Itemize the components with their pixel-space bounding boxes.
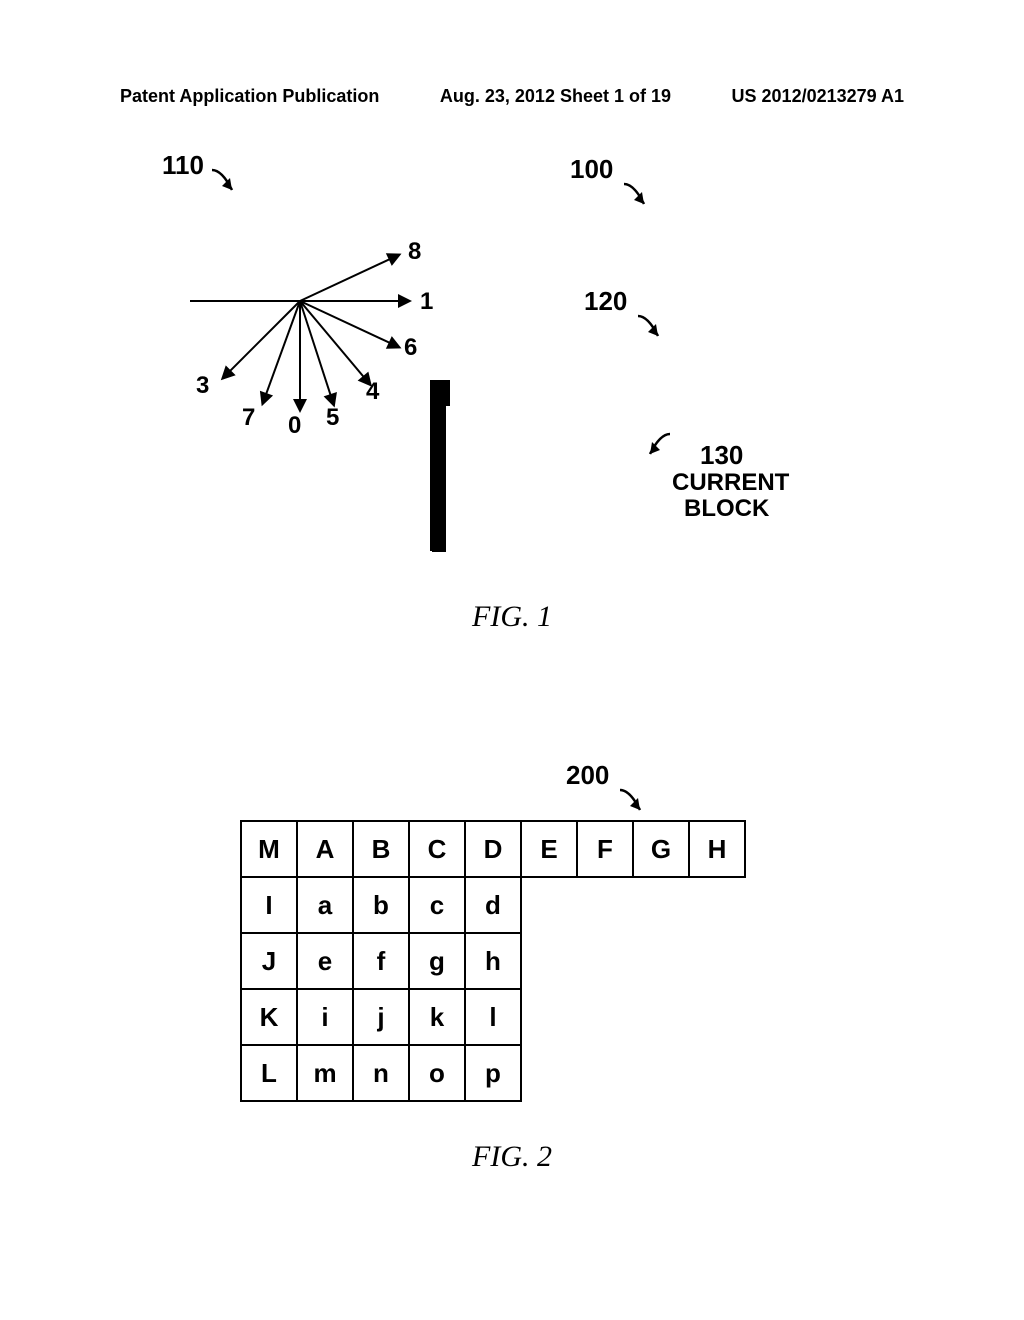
block-grid (430, 380, 450, 406)
cell: i (297, 989, 353, 1045)
cell: A (297, 821, 353, 877)
cell: l (465, 989, 521, 1045)
cell: D (465, 821, 521, 877)
current-block-label: CURRENT BLOCK (672, 470, 789, 523)
fig2-table: M A B C D E F G H I a b c d J e f g h K (240, 820, 746, 1102)
cell: g (409, 933, 465, 989)
arm-6-label: 6 (404, 334, 417, 362)
cell: E (521, 821, 577, 877)
cell: a (297, 877, 353, 933)
cell: p (465, 1045, 521, 1101)
arm-6 (300, 300, 401, 348)
cell: M (241, 821, 297, 877)
arm-3 (222, 300, 301, 379)
cell: h (465, 933, 521, 989)
cell: d (465, 877, 521, 933)
cell: C (409, 821, 465, 877)
table-row: K i j k l (241, 989, 745, 1045)
ref-100-pointer (620, 180, 650, 210)
cell: I (241, 877, 297, 933)
ref-200-pointer (616, 786, 646, 816)
cell: f (353, 933, 409, 989)
fig2-caption: FIG. 2 (0, 1140, 1024, 1174)
arm-8 (300, 254, 401, 302)
cell: m (297, 1045, 353, 1101)
arm-1-label: 1 (420, 288, 433, 316)
ref-110: 110 (162, 150, 204, 181)
arm-0-label: 0 (288, 412, 301, 440)
arm-1 (300, 300, 410, 302)
cell: b (353, 877, 409, 933)
arm-5-label: 5 (326, 404, 339, 432)
cell: c (409, 877, 465, 933)
table-row: M A B C D E F G H (241, 821, 745, 877)
ref-200: 200 (566, 760, 609, 791)
arm-7 (261, 301, 301, 405)
ref-130-pointer (644, 430, 674, 460)
cell: k (409, 989, 465, 1045)
cell: j (353, 989, 409, 1045)
block-grid-body (430, 404, 446, 552)
ref-120-pointer (634, 312, 664, 342)
table-row: J e f g h (241, 933, 745, 989)
figure-2: 200 M A B C D E F G H I a b c d J e f g (240, 760, 800, 1140)
header-left: Patent Application Publication (120, 86, 379, 107)
arm-4 (299, 300, 371, 386)
ref-130: 130 (700, 440, 743, 471)
cell: F (577, 821, 633, 877)
cell: L (241, 1045, 297, 1101)
cell: G (633, 821, 689, 877)
fig1-caption: FIG. 1 (0, 600, 1024, 634)
current-block-line1: CURRENT (672, 470, 789, 496)
arm-4-label: 4 (366, 378, 379, 406)
cell: n (353, 1045, 409, 1101)
figure-1: 110 100 1 8 6 4 5 0 7 3 120 (150, 150, 870, 650)
arm-left (190, 300, 300, 302)
arm-7-label: 7 (242, 404, 255, 432)
arm-0 (299, 301, 301, 411)
cell: H (689, 821, 745, 877)
current-block-line2: BLOCK (672, 496, 789, 522)
ref-100: 100 (570, 154, 613, 185)
arm-8-label: 8 (408, 238, 421, 266)
table-row: L m n o p (241, 1045, 745, 1101)
arm-3-label: 3 (196, 372, 209, 400)
direction-star: 1 8 6 4 5 0 7 3 (180, 180, 420, 420)
header-right: US 2012/0213279 A1 (732, 86, 904, 107)
cell: e (297, 933, 353, 989)
page-header: Patent Application Publication Aug. 23, … (0, 86, 1024, 107)
cell: J (241, 933, 297, 989)
cell: K (241, 989, 297, 1045)
ref-120: 120 (584, 286, 627, 317)
table-row: I a b c d (241, 877, 745, 933)
cell: o (409, 1045, 465, 1101)
cell: B (353, 821, 409, 877)
header-mid: Aug. 23, 2012 Sheet 1 of 19 (440, 86, 671, 107)
arm-5 (299, 301, 335, 406)
